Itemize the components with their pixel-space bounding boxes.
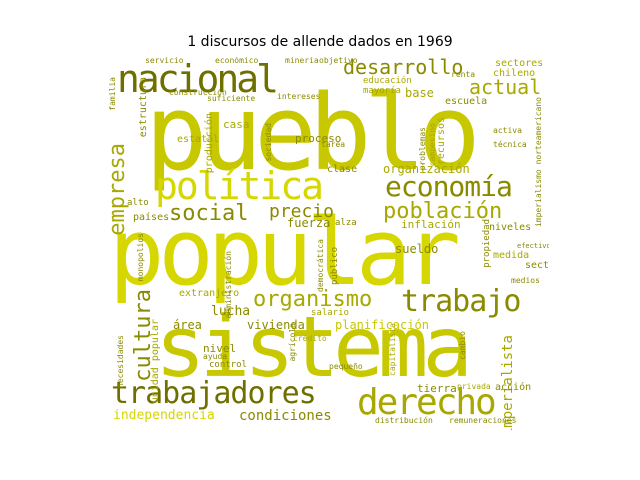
word-suficiente: suficiente xyxy=(207,94,256,103)
word-desarrollo: desarrollo xyxy=(343,57,464,79)
word-estructura: estructura xyxy=(138,77,149,138)
word-medios: medios xyxy=(511,276,540,285)
word-democratica: democrática xyxy=(316,239,325,292)
word-organizacion: organización xyxy=(383,162,470,176)
word-imperialismo-norteamericano: imperialismo norteamericano xyxy=(534,97,543,228)
word-casa: casa xyxy=(223,118,250,131)
word-economico: económico xyxy=(215,57,259,65)
word-privada: privada xyxy=(457,382,491,391)
word-empresa: empresa xyxy=(107,143,130,236)
word-politica: política xyxy=(155,164,324,208)
word-proceso: proceso xyxy=(295,132,342,145)
word-sector: sector xyxy=(525,260,549,271)
word-base: base xyxy=(405,86,434,100)
word-salario: salario xyxy=(311,308,349,318)
word-economia: economía xyxy=(385,170,513,203)
word-monopolios: monopolios xyxy=(136,233,145,282)
word-familia: familia xyxy=(108,77,117,111)
word-tierra: tierra xyxy=(417,382,457,395)
word-inflacion: inflación xyxy=(401,218,461,231)
word-ayuda: ayuda xyxy=(203,352,228,361)
word-clase: clase xyxy=(327,164,358,175)
word-accion: acción xyxy=(495,382,532,393)
word-paises: países xyxy=(133,212,170,223)
word-area: área xyxy=(173,318,202,332)
word-credito: crédito xyxy=(293,334,327,343)
word-construccion: construcción xyxy=(169,88,227,97)
word-educacion: educación xyxy=(363,76,412,86)
word-servicio: servicio xyxy=(145,57,184,65)
word-problemas: problemas xyxy=(418,127,427,171)
word-lucha: lucha xyxy=(211,304,251,319)
word-trabajo: trabajo xyxy=(401,284,521,319)
word-fuerza: fuerza xyxy=(287,216,331,230)
word-nacional: nacional xyxy=(117,57,279,101)
word-pueblo: pueblo xyxy=(145,72,481,194)
word-control: control xyxy=(209,360,247,370)
word-trabajadores: trabajadores xyxy=(111,376,317,411)
word-actual: actual xyxy=(469,75,542,99)
word-necesidades: necesidades xyxy=(116,335,125,388)
word-social: social xyxy=(169,201,249,226)
word-niveles: niveles xyxy=(489,222,532,233)
word-cloud: pueblo popular sistema nacional política… xyxy=(107,57,549,430)
word-popular: popular xyxy=(109,199,461,306)
word-alza: alza xyxy=(335,218,357,228)
word-precio: precio xyxy=(269,201,335,222)
word-nivel: nivel xyxy=(203,342,237,355)
word-estatal: estatal xyxy=(177,134,220,145)
word-extranjero: extranjero xyxy=(179,288,240,299)
word-mayoria: mayoría xyxy=(363,86,401,96)
word-tecnica: técnica xyxy=(493,140,527,149)
word-remuneraciones: remuneraciones xyxy=(449,416,517,425)
word-escuela: escuela xyxy=(445,96,488,107)
word-efectivo: efectivo xyxy=(517,242,549,250)
word-cambio: cambio xyxy=(458,331,467,360)
word-medida: medida xyxy=(493,250,530,261)
word-independencia: independencia xyxy=(113,408,215,423)
chart-title: 1 discursos de allende dados en 1969 xyxy=(187,34,453,50)
word-administracion: administración xyxy=(224,251,233,319)
word-pequeno: pequeño xyxy=(329,362,363,371)
word-sistema: sistema xyxy=(155,298,473,396)
word-capitalista: capitalista xyxy=(388,323,397,376)
word-renta: renta xyxy=(451,70,476,79)
word-poblacion: población xyxy=(383,199,503,224)
word-propiedad: propiedad xyxy=(482,219,492,268)
word-tarea: tarea xyxy=(321,140,346,149)
word-sociedad: sociedad xyxy=(264,123,273,162)
word-vivienda: vivienda xyxy=(247,318,305,332)
word-recursos: recursos xyxy=(436,117,447,166)
word-objetivo: objetivo xyxy=(319,57,358,65)
word-derecho: derecho xyxy=(357,382,497,423)
word-planificacion: planificación xyxy=(335,318,429,332)
word-mineria: minería xyxy=(285,57,319,65)
word-alto: alto xyxy=(127,198,149,208)
word-organismo: organismo xyxy=(253,287,373,312)
word-sueldo: sueldo xyxy=(395,242,439,256)
word-distribucion: distribución xyxy=(375,416,433,425)
word-sectores: sectores xyxy=(495,58,544,69)
word-condiciones: condiciones xyxy=(239,408,332,424)
word-publico: público xyxy=(330,247,340,285)
word-intereses: intereses xyxy=(277,92,321,101)
word-unidad-popular: unidad popular xyxy=(150,319,161,404)
word-activa: activa xyxy=(493,126,522,135)
word-chileno: chileno xyxy=(493,68,536,79)
